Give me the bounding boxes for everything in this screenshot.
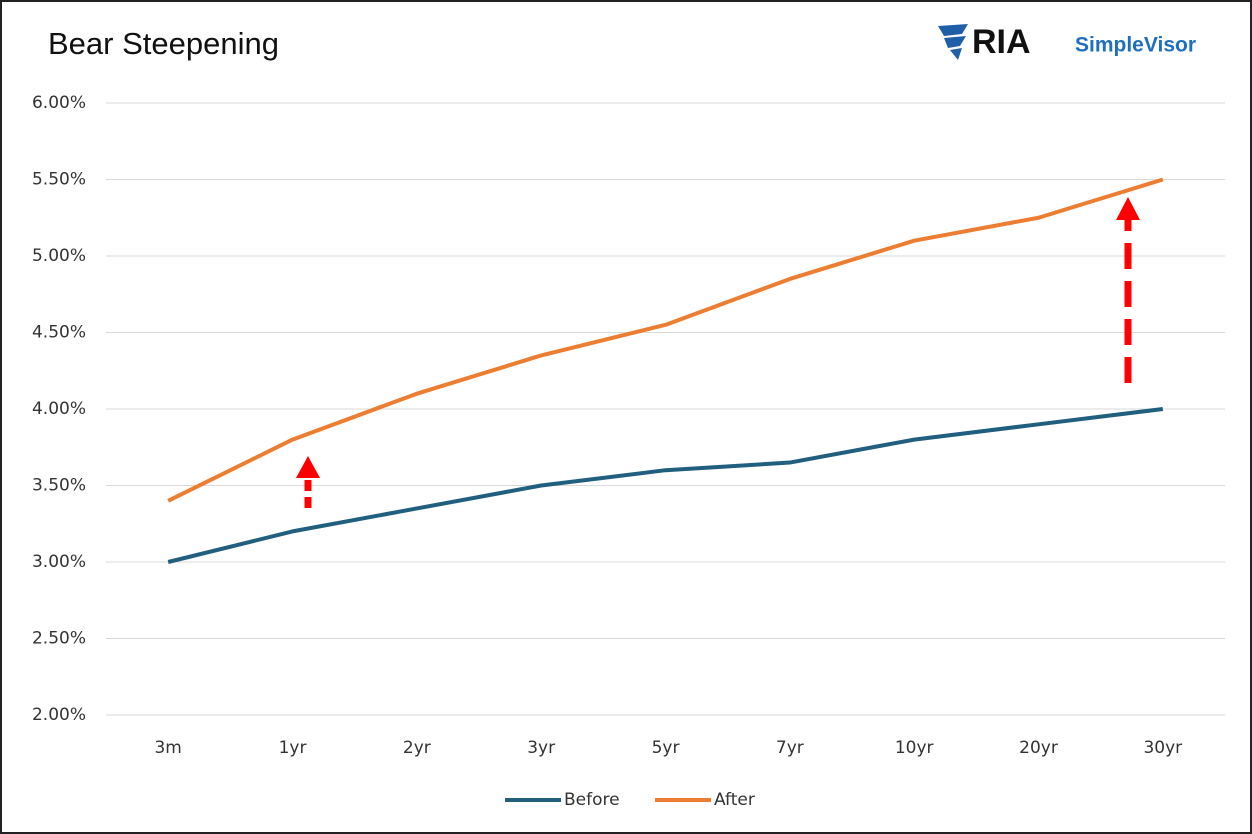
y-tick-label: 4.50% — [32, 323, 86, 343]
arrow-head — [1116, 197, 1140, 220]
x-tick-label: 2yr — [403, 738, 431, 758]
y-tick-label: 3.50% — [32, 476, 86, 496]
logo-name: RIA — [972, 23, 1031, 61]
series-line — [167, 177, 1164, 503]
legend-label: Before — [564, 790, 620, 810]
x-tick-label: 20yr — [1019, 738, 1058, 758]
arrow-annotation — [296, 197, 1140, 508]
x-tick-label: 10yr — [895, 738, 934, 758]
y-tick-label: 5.50% — [32, 170, 86, 190]
y-tick-label: 6.00% — [32, 93, 86, 113]
x-tick-label: 5yr — [652, 738, 680, 758]
y-tick-label: 5.00% — [32, 246, 86, 266]
y-tick-label: 2.50% — [32, 629, 86, 649]
chart-title: Bear Steepening — [48, 26, 279, 61]
x-tick-label: 7yr — [776, 738, 804, 758]
x-tick-label: 3m — [154, 738, 181, 758]
x-tick-label: 3yr — [527, 738, 555, 758]
logo-icon — [938, 24, 968, 60]
x-tick-label: 1yr — [279, 738, 307, 758]
y-tick-label: 2.00% — [32, 705, 86, 725]
logo: RIA SimpleVisor — [938, 23, 1196, 61]
x-tick-label: 30yr — [1143, 738, 1182, 758]
arrow-head — [296, 456, 320, 478]
series-line — [167, 407, 1164, 564]
y-tick-label: 3.00% — [32, 552, 86, 572]
y-tick-label: 4.00% — [32, 399, 86, 419]
legend-label: After — [714, 790, 755, 810]
logo-product: SimpleVisor — [1075, 34, 1196, 57]
